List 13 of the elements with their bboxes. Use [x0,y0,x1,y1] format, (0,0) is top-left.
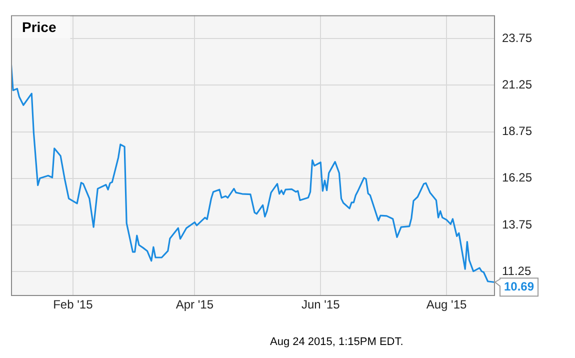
y-tick-label: 11.25 [502,264,532,278]
chart-title: Price [22,19,56,36]
x-tick-label: Feb '15 [53,298,94,312]
x-tick-label: Aug '15 [426,298,468,312]
text: Aug 24 2015, 1:15PM EDT. [270,336,404,348]
y-tick-label: 16.25 [502,170,532,185]
y-tick-label: 18.75 [502,124,532,138]
x-tick-label: Apr '15 [176,298,214,312]
annotation: 10.69 [504,279,534,294]
y-tick-label: 21.25 [502,77,532,92]
x-tick-label: Jun '15 [301,298,340,312]
y-tick-label: 23.75 [502,30,532,45]
y-tick-label: 13.75 [502,217,532,232]
